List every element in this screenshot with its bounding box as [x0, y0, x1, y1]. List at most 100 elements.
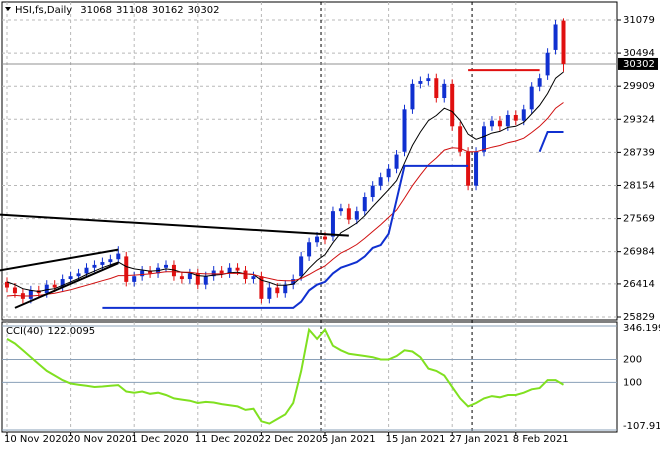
candle-body — [553, 24, 558, 50]
plot — [0, 18, 566, 425]
indicator-label: CCI(40) — [6, 326, 44, 337]
indicator-header: CCI(40) 122.0095 — [6, 326, 95, 337]
candle-body — [164, 264, 168, 268]
candle-body — [132, 276, 137, 282]
ma-line — [6, 71, 564, 293]
candle-body — [179, 276, 184, 280]
last-price-box — [618, 57, 658, 70]
candle-body — [323, 236, 327, 240]
candle-body — [259, 276, 264, 299]
candle-body — [378, 177, 383, 186]
candle-body — [362, 197, 367, 212]
candle-body — [545, 52, 550, 76]
candle-body — [171, 264, 176, 277]
candle-body — [60, 279, 65, 288]
candle-body — [307, 242, 312, 257]
candle-body — [283, 284, 288, 294]
candle-body — [203, 276, 208, 285]
indicator-panel — [1, 321, 618, 433]
y-tick-label: 100 — [623, 377, 642, 388]
candle-body — [338, 208, 343, 212]
candle-body — [108, 259, 113, 263]
y-tick-label: 26984 — [623, 247, 655, 258]
candle-body — [402, 109, 407, 152]
candle-body — [346, 208, 351, 220]
candle-body — [426, 78, 431, 82]
indicator-value: 122.0095 — [47, 326, 95, 337]
y-tick-label: 30494 — [623, 48, 655, 59]
y-tick-label: 200 — [623, 354, 642, 365]
y-tick-label: 28739 — [623, 147, 655, 158]
candle-body — [482, 126, 486, 152]
y-tick-label: 31079 — [623, 15, 655, 26]
candle-body — [211, 270, 216, 277]
candle-body — [418, 81, 423, 84]
candle-body — [187, 273, 192, 280]
symbol: HSI,fs,Daily — [15, 5, 72, 16]
candle-body — [434, 78, 439, 99]
candle-body — [140, 270, 145, 277]
x-tick-label: 8 Feb 2021 — [513, 434, 569, 445]
candle-body — [219, 270, 224, 274]
candle-body — [68, 276, 73, 280]
candle-body — [235, 267, 240, 271]
candle-body — [466, 151, 471, 186]
candle-body — [12, 287, 17, 294]
x-tick-label: 1 Dec 2020 — [131, 434, 189, 445]
y-tick-label: 25829 — [623, 312, 655, 323]
indicator-line — [6, 327, 565, 425]
candle-body — [299, 256, 304, 277]
candle-body — [442, 83, 447, 99]
y-tick-label: 346.1991 — [623, 323, 660, 334]
x-tick-label: 27 Jan 2021 — [449, 434, 509, 445]
candle-body — [489, 120, 494, 127]
last-price-label: 30302 — [623, 59, 655, 70]
y-tick-label: 26414 — [623, 279, 655, 290]
candle-body — [386, 168, 391, 178]
ma-line — [102, 131, 564, 309]
candle-body — [148, 270, 153, 274]
candle-body — [561, 20, 566, 64]
candle-body — [537, 78, 542, 87]
menu-arrow — [5, 7, 11, 11]
candle-body — [450, 83, 455, 127]
candle-body — [330, 211, 335, 237]
candle-body — [76, 273, 81, 277]
candle-body — [474, 151, 479, 186]
x-tick-label: 22 Dec 2020 — [258, 434, 322, 445]
x-tick-label: 20 Nov 2020 — [68, 434, 132, 445]
candle-body — [100, 262, 105, 265]
candle-body — [243, 270, 248, 280]
candle-body — [52, 284, 57, 288]
candle-body — [28, 290, 33, 299]
y-tick-label: 29909 — [623, 81, 655, 92]
close-value: 30302 — [188, 5, 220, 16]
x-tick-label: 15 Jan 2021 — [386, 434, 446, 445]
candle-body — [458, 126, 463, 152]
candle-body — [44, 284, 49, 294]
candle-body — [505, 114, 510, 127]
trendline — [0, 213, 349, 237]
low-value: 30162 — [152, 5, 184, 16]
candle-body — [521, 109, 526, 121]
ma-line — [6, 102, 564, 297]
candle-body — [394, 154, 399, 169]
candle-body — [116, 253, 121, 260]
candle-body — [84, 267, 89, 274]
candle-body — [251, 276, 256, 280]
candle-body — [410, 83, 415, 110]
x-tick-label: 5 Jan 2021 — [322, 434, 376, 445]
grid — [2, 2, 617, 432]
candle-body — [92, 264, 97, 268]
x-tick-label: 11 Dec 2020 — [195, 434, 259, 445]
candle-body — [497, 120, 502, 127]
candle-body — [275, 287, 280, 294]
candle-body — [370, 185, 375, 198]
trendline — [14, 262, 119, 309]
candle-body — [354, 211, 359, 220]
y-tick-label: 29324 — [623, 114, 655, 125]
main-panel — [1, 1, 618, 321]
candle-body — [513, 114, 518, 121]
